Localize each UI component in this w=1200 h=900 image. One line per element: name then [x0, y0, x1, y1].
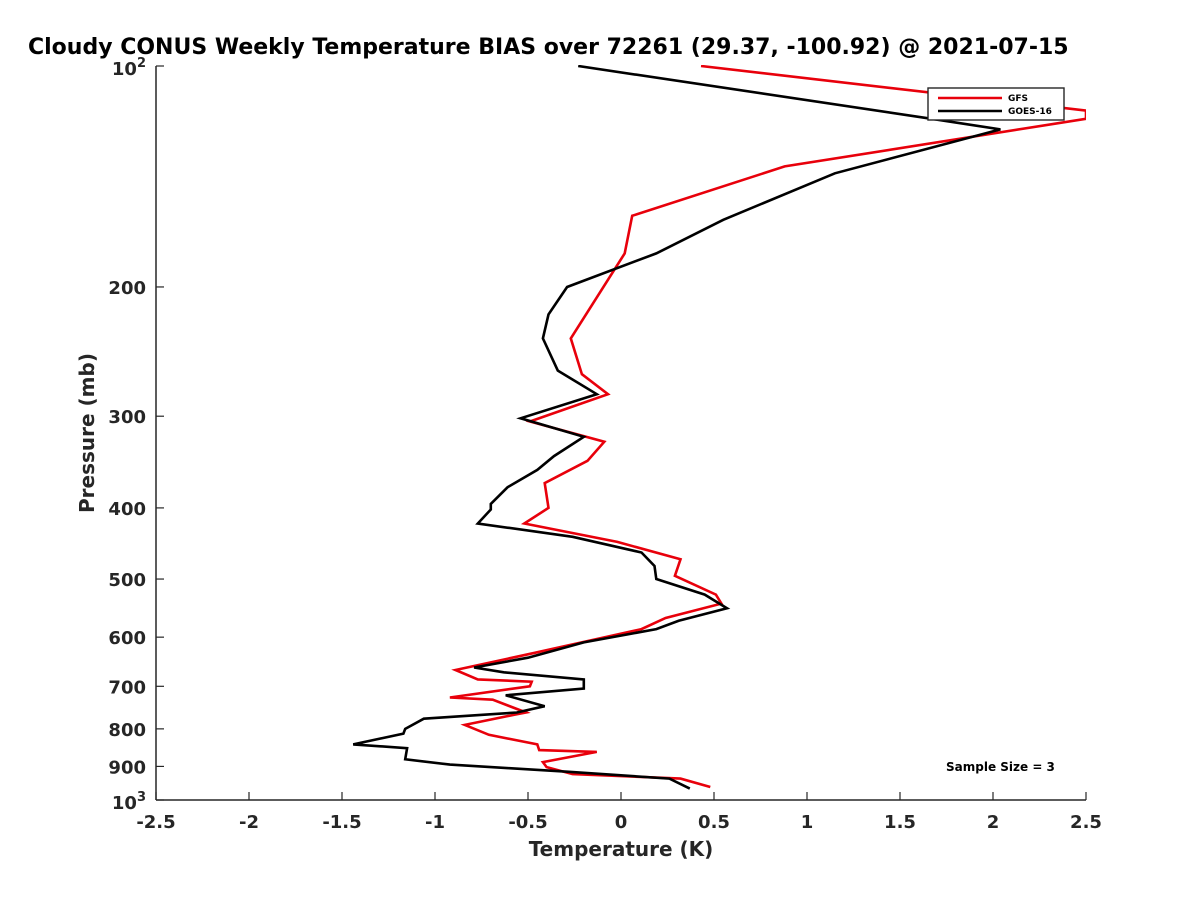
x-tick-label: -1	[425, 812, 445, 833]
x-tick-label: -2	[239, 812, 259, 833]
x-tick-label: 0	[615, 812, 628, 833]
legend-box	[927, 87, 1065, 121]
series-group	[352, 65, 1086, 790]
series-line-gfs	[449, 65, 1086, 789]
y-tick-label: 300	[108, 407, 146, 428]
series-line-goes-16	[352, 65, 1001, 790]
y-tick-label: 600	[108, 628, 146, 649]
sample-size-annotation: Sample Size = 3	[946, 760, 1055, 774]
legend-label: GOES-16	[1008, 107, 1052, 117]
x-tick-label: 0.5	[698, 812, 730, 833]
x-tick-label: -0.5	[508, 812, 547, 833]
y-tick-label: 800	[108, 720, 146, 741]
x-tick-label: -2.5	[136, 812, 175, 833]
legend: GFS GOES-16	[927, 87, 1065, 121]
x-tick-label: 1	[801, 812, 814, 833]
y-tick-label: 102	[112, 56, 146, 80]
legend-label: GFS	[1008, 94, 1028, 104]
x-tick-label: -1.5	[322, 812, 361, 833]
y-tick-label: 200	[108, 278, 146, 299]
y-tick-label: 700	[108, 677, 146, 698]
y-tick-label: 500	[108, 570, 146, 591]
y-axis-label: Pressure (mb)	[75, 353, 99, 513]
y-tick-label: 900	[108, 757, 146, 778]
y-tick-label: 400	[108, 499, 146, 520]
x-tick-label: 2.5	[1070, 812, 1102, 833]
chart-title: Cloudy CONUS Weekly Temperature BIAS ove…	[28, 35, 1069, 60]
x-axis-label: Temperature (K)	[529, 837, 714, 861]
x-tick-label: 1.5	[884, 812, 916, 833]
axes: -2.5 -2 -1.5 -1 -0.5 0 0.5 1 1.5 2 2.5 102 200 300 400…	[108, 56, 1102, 833]
x-tick-label: 2	[987, 812, 1000, 833]
y-tick-label: 103	[112, 790, 146, 814]
